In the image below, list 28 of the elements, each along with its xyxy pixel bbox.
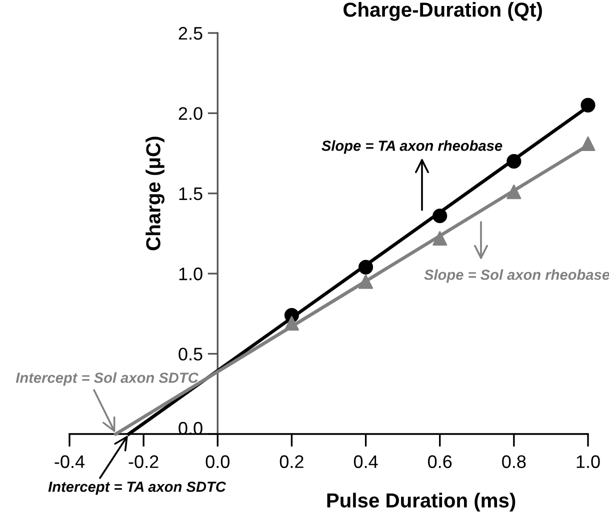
point [358,274,374,289]
y-axis-title: Charge (μC) [146,136,164,250]
point [432,208,448,224]
annotation: Intercept = TA axon SDTC [48,482,226,495]
point [580,98,596,112]
x-tick-label: 1.0 [576,455,600,468]
annotation: Slope = TA axon rheobase [322,140,502,154]
point [580,136,596,151]
point [284,316,299,331]
x-tick-label: 0.4 [354,455,378,468]
x-tick-label: 0.6 [428,455,452,468]
y-tick-label: 1.0 [179,268,202,280]
y-tick-label: 2.5 [178,26,202,40]
annotation: Intercept = Sol axon SDTC [16,372,199,386]
chart-title: Charge-Duration (Qt) [344,2,542,21]
point [358,260,374,274]
x-axis-title: Pulse Duration (ms) [327,492,516,512]
x-tick-label: 0.0 [206,455,230,468]
point [506,184,522,200]
x-tick-label: 0.8 [502,455,526,468]
y-tick-label: 1.5 [179,188,202,200]
x-tick-label: 0.2 [280,455,304,468]
x-tick-label: -0.4 [54,455,85,468]
point [506,154,522,169]
point [432,231,448,246]
y-tick-label: 2.0 [178,107,202,120]
x-tick-label: -0.2 [128,455,158,468]
y-tick-label: 0.5 [178,348,202,361]
